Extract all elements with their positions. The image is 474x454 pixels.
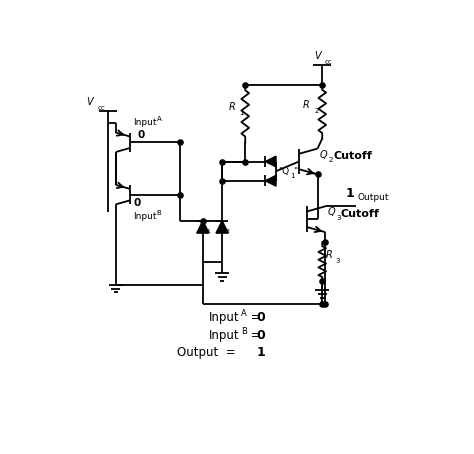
Text: Input: Input <box>209 329 239 341</box>
Text: 0: 0 <box>257 311 265 324</box>
Text: "Q: "Q <box>278 167 290 176</box>
Text: 0: 0 <box>134 198 141 208</box>
Polygon shape <box>265 156 276 167</box>
Polygon shape <box>265 175 276 186</box>
Text: 2: 2 <box>226 229 230 234</box>
Text: Cutoff: Cutoff <box>333 151 372 161</box>
Text: ": " <box>293 167 297 176</box>
Text: cc: cc <box>325 59 332 65</box>
Text: V: V <box>87 97 93 107</box>
Text: B: B <box>241 326 247 336</box>
Text: Output: Output <box>358 193 389 202</box>
Polygon shape <box>197 221 209 233</box>
Text: 1: 1 <box>346 187 355 200</box>
Text: 2: 2 <box>315 108 319 114</box>
Text: Cutoff: Cutoff <box>341 209 380 219</box>
Text: Q: Q <box>320 150 328 160</box>
Text: 1: 1 <box>257 346 265 359</box>
Text: 3: 3 <box>335 258 340 264</box>
Text: 1: 1 <box>290 173 294 179</box>
Text: Input: Input <box>134 212 157 221</box>
Text: 3: 3 <box>336 215 341 221</box>
Text: 0: 0 <box>137 130 145 140</box>
Text: cc: cc <box>97 105 105 111</box>
Text: V: V <box>315 51 321 61</box>
Text: 0: 0 <box>257 329 265 341</box>
Text: R: R <box>228 102 235 112</box>
Text: =: = <box>247 329 264 341</box>
Text: D: D <box>218 224 225 233</box>
Text: =: = <box>247 311 264 324</box>
Text: R: R <box>303 99 310 109</box>
Text: 1: 1 <box>207 229 210 234</box>
Text: Input: Input <box>134 118 157 127</box>
Polygon shape <box>216 221 228 233</box>
Text: A: A <box>241 309 247 318</box>
Text: Q: Q <box>328 207 335 217</box>
Text: B: B <box>157 210 162 216</box>
Text: R: R <box>326 250 333 260</box>
Text: 1: 1 <box>239 110 244 116</box>
Text: A: A <box>157 116 162 122</box>
Text: 2: 2 <box>328 157 333 163</box>
Text: Output  =: Output = <box>177 346 239 359</box>
Text: Input: Input <box>209 311 239 324</box>
Text: D: D <box>199 224 205 233</box>
